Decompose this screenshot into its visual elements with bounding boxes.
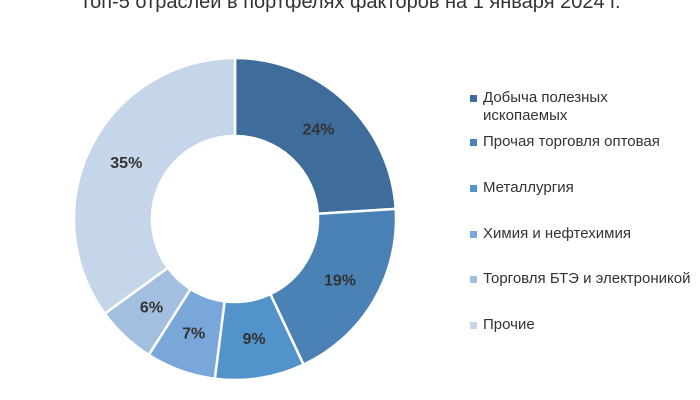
slice-label-electronics: 6% xyxy=(140,299,163,316)
legend-swatch xyxy=(470,185,477,192)
legend-label: Прочая торговля оптовая xyxy=(483,133,660,150)
slice-label-wholesale: 19% xyxy=(324,273,356,290)
slice-label-metallurgy: 9% xyxy=(243,331,266,348)
legend-item-metallurgy: Металлургия xyxy=(470,179,695,197)
legend-swatch xyxy=(470,95,477,102)
slice-label-mining: 24% xyxy=(302,122,334,139)
legend-swatch xyxy=(470,139,477,146)
legend-item-wholesale: Прочая торговля оптовая xyxy=(470,133,695,151)
legend-item-electronics: Торговля БТЭ и электроникой xyxy=(470,270,695,288)
legend-swatch xyxy=(470,322,477,329)
legend-item-mining: Добыча полезных ископаемых xyxy=(470,89,695,125)
slice-wholesale xyxy=(268,207,398,367)
slice-mining xyxy=(233,56,398,216)
chart-title: Топ-5 отраслей в портфелях факторов на 1… xyxy=(79,0,621,13)
legend-label: Торговля БТЭ и электроникой xyxy=(483,270,691,287)
legend-label: Прочие xyxy=(483,316,535,333)
legend-swatch xyxy=(470,231,477,238)
slice-label-other: 35% xyxy=(110,155,142,172)
legend-item-chemistry: Химия и нефтехимия xyxy=(470,225,695,243)
legend-label: Химия и нефтехимия xyxy=(483,225,631,242)
legend-swatch xyxy=(470,276,477,283)
legend-label: Металлургия xyxy=(483,179,574,196)
slice-other xyxy=(72,56,237,316)
slice-label-chemistry: 7% xyxy=(182,325,205,342)
legend-label: Добыча полезных ископаемых xyxy=(483,89,608,124)
legend-item-other: Прочие xyxy=(470,316,695,334)
